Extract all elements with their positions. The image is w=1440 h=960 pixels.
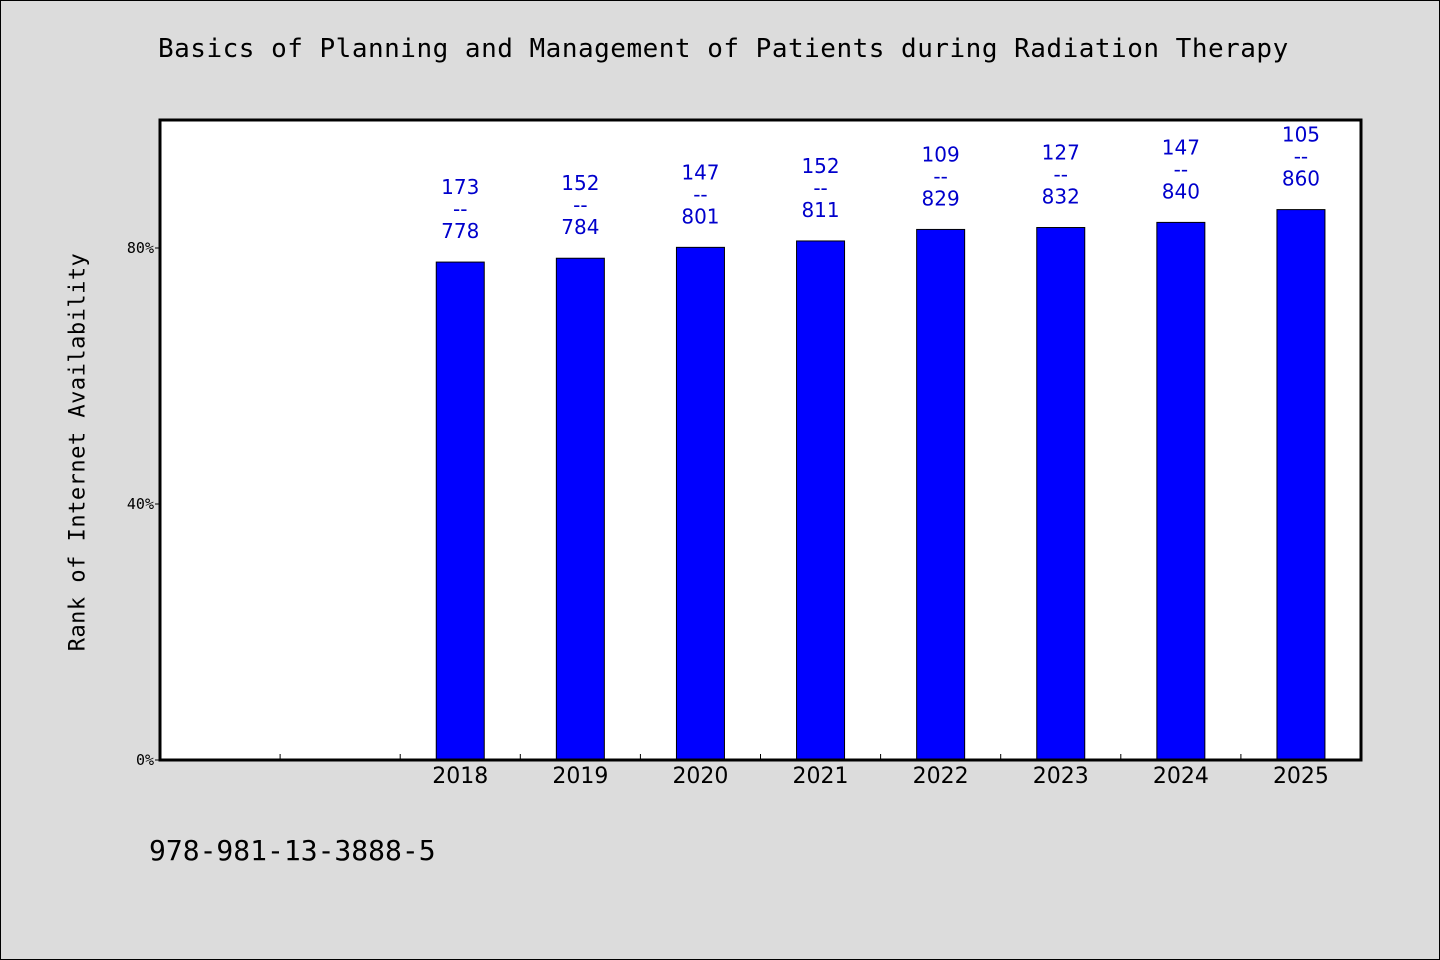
y-tick-label: 40% bbox=[127, 495, 154, 513]
bar-data-label: -- bbox=[933, 164, 947, 188]
bar-data-label: 152 bbox=[801, 154, 839, 178]
bar bbox=[1036, 227, 1086, 761]
bar bbox=[555, 257, 605, 761]
bar-data-label: 860 bbox=[1282, 167, 1320, 191]
axes-layer: 2018 2019 2020 2021 2022 2023 2024 2025 0% 40% 80% bbox=[127, 239, 1329, 789]
bar bbox=[1276, 209, 1326, 761]
x-tick-label: 2021 bbox=[793, 764, 849, 789]
bar-data-label: 811 bbox=[801, 198, 839, 222]
bar bbox=[435, 261, 485, 761]
plot-border bbox=[158, 118, 1363, 762]
x-tick-label: 2024 bbox=[1153, 764, 1209, 789]
bar-data-label: -- bbox=[1294, 145, 1308, 169]
bar-labels-layer: 173--778152--784147--801152--811109--829… bbox=[441, 123, 1320, 243]
bar-data-label: -- bbox=[573, 193, 587, 217]
bar-data-label: 152 bbox=[561, 171, 599, 195]
y-tick-label: 0% bbox=[136, 751, 154, 769]
bar-data-label: 832 bbox=[1042, 185, 1080, 209]
bar-data-label: -- bbox=[1174, 157, 1188, 181]
bar-data-label: -- bbox=[453, 197, 467, 221]
y-tick-label: 80% bbox=[127, 239, 154, 257]
bar bbox=[1156, 221, 1206, 761]
x-tick-label: 2018 bbox=[432, 764, 488, 789]
bar-data-label: 778 bbox=[441, 219, 479, 243]
bar-data-label: -- bbox=[693, 182, 707, 206]
bar-data-label: 105 bbox=[1282, 123, 1320, 147]
x-tick-label: 2020 bbox=[672, 764, 728, 789]
x-tick-label: 2019 bbox=[552, 764, 608, 789]
x-tick-label: 2023 bbox=[1033, 764, 1089, 789]
bar-data-label: 127 bbox=[1042, 141, 1080, 165]
bar-data-label: 109 bbox=[922, 142, 960, 166]
bar-data-label: 173 bbox=[441, 175, 479, 199]
bar bbox=[675, 246, 725, 761]
isbn-text: 978-981-13-3888-5 bbox=[149, 834, 436, 867]
x-tick-label: 2025 bbox=[1273, 764, 1329, 789]
bar-data-label: -- bbox=[813, 176, 827, 200]
bar-data-label: -- bbox=[1054, 163, 1068, 187]
bars-layer bbox=[435, 209, 1326, 761]
bar-data-label: 801 bbox=[681, 204, 719, 228]
bar-data-label: 829 bbox=[922, 186, 960, 210]
chart-title: Basics of Planning and Management of Pat… bbox=[158, 34, 1289, 64]
bar bbox=[916, 228, 966, 761]
x-tick-label: 2022 bbox=[913, 764, 969, 789]
bar-data-label: 840 bbox=[1162, 179, 1200, 203]
bar-data-label: 784 bbox=[561, 215, 599, 239]
bar-data-label: 147 bbox=[1162, 135, 1200, 159]
bar bbox=[796, 240, 846, 761]
bar-data-label: 147 bbox=[681, 160, 719, 184]
